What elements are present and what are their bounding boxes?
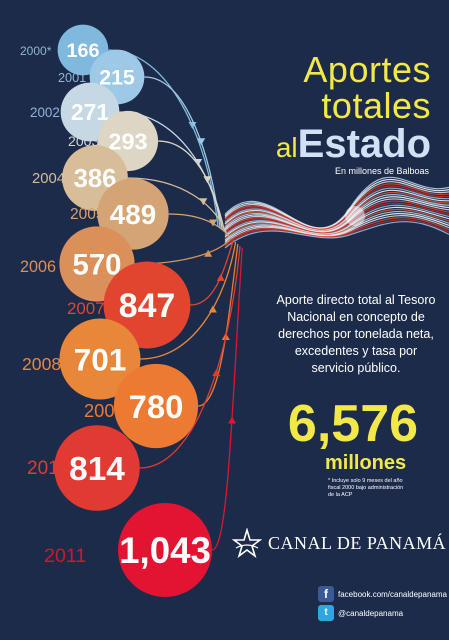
bubble-value-label: 570: [73, 249, 122, 282]
bubble-value-label: 701: [74, 341, 127, 377]
arrowhead: [194, 158, 203, 166]
bubble-value-label: 271: [71, 99, 109, 125]
year-label: 2007: [67, 299, 105, 318]
ribbon-strand: [224, 196, 449, 233]
ribbon-strand: [224, 204, 449, 236]
connector-line: [140, 241, 237, 360]
year-label: 2011: [44, 545, 86, 567]
ribbon-strand: [224, 215, 449, 244]
arrowhead: [208, 219, 217, 227]
ribbon-layer: [224, 176, 449, 249]
subtitle: En millones de Balboas: [334, 166, 429, 176]
ribbon-strand: [224, 217, 449, 246]
canal-logo[interactable]: CANAL DE PANAMÁ: [232, 528, 446, 558]
star-emblem-icon: [232, 528, 262, 558]
connector-line: [211, 247, 243, 551]
facebook-text: facebook.com/canaldepanama: [338, 589, 447, 599]
title-al: al: [275, 132, 298, 163]
ribbon-strand: [224, 194, 449, 232]
title-estado: Estado: [297, 122, 431, 166]
bubble-value-label: 166: [67, 40, 100, 62]
bubble-value-label: 293: [108, 128, 147, 154]
total-value: 6,576: [287, 395, 419, 453]
connector-line: [190, 239, 235, 306]
bubble-2008: [59, 318, 141, 400]
ribbon-strand: [224, 213, 449, 243]
arrowhead: [197, 138, 206, 146]
year-label: 2006: [20, 258, 56, 276]
connector-line: [198, 243, 239, 407]
title-block: Aportes totales alEstado En millones de …: [276, 49, 431, 177]
year-label: 2005: [70, 206, 104, 223]
bubble-value-label: 489: [110, 199, 156, 230]
year-label: 2002: [30, 105, 60, 120]
arrowhead: [208, 305, 217, 313]
title-line-2: totales: [321, 85, 431, 126]
arrowhead: [204, 249, 213, 257]
ribbon-strand: [224, 202, 449, 235]
connector-lines-layer: [108, 49, 243, 551]
year-label: 2001: [58, 71, 86, 85]
ribbon-strand: [224, 191, 449, 232]
ribbon-strand: [224, 211, 449, 241]
bubble-value-label: 814: [69, 451, 125, 488]
ribbon-glow: [345, 206, 365, 226]
year-label: 2000*: [20, 44, 52, 58]
ribbon-strand: [224, 208, 449, 239]
connector-line: [158, 140, 226, 233]
bubble-value-label: 1,043: [119, 530, 211, 571]
total-unit: millones: [325, 452, 407, 474]
bubble-value-label: 215: [99, 66, 135, 90]
footnote: * Incluye solo 9 meses del año fiscal 20…: [328, 478, 404, 498]
facebook-link[interactable]: f facebook.com/canaldepanama: [318, 586, 447, 602]
arrowhead: [216, 273, 225, 281]
ribbon-strand: [224, 221, 449, 249]
bubble-value-label: 847: [119, 287, 176, 325]
connector-line: [127, 177, 228, 235]
logo-text: CANAL DE PANAMÁ: [268, 532, 447, 553]
arrowhead: [199, 198, 208, 206]
year-label: 2008: [22, 354, 61, 374]
bubble-2010: [54, 425, 140, 511]
year-label: 2003: [68, 133, 100, 149]
connector-line: [139, 245, 241, 469]
year-label: 2004: [32, 171, 65, 187]
bubble-value-label: 780: [129, 388, 184, 425]
ribbon-strand: [224, 198, 449, 233]
facebook-icon: f: [318, 586, 334, 602]
connector-line: [168, 213, 230, 237]
ribbon-strand: [224, 206, 449, 238]
title-line-1: Aportes: [303, 49, 431, 90]
twitter-text: @canaldepanama: [338, 608, 404, 618]
arrowhead: [212, 369, 221, 377]
year-labels-layer: 2000* 2001 2002 2003 2004 2005 2006 2007 2008 200…: [20, 44, 125, 567]
twitter-link[interactable]: t @canaldepanama: [318, 605, 403, 621]
arrowhead: [228, 416, 237, 424]
description-text: Aporte directo total al Tesoro Nacional …: [276, 293, 436, 375]
arrowhead: [203, 176, 212, 184]
title-line-3: alEstado: [276, 124, 431, 168]
bubble-2007: [103, 261, 191, 349]
year-label: 2010: [27, 458, 69, 479]
twitter-icon: t: [318, 605, 334, 621]
ribbon-strand: [224, 219, 449, 247]
year-label: 2009: [84, 400, 125, 421]
bubble-2011: [118, 503, 212, 597]
bubble-2009: [113, 363, 199, 449]
